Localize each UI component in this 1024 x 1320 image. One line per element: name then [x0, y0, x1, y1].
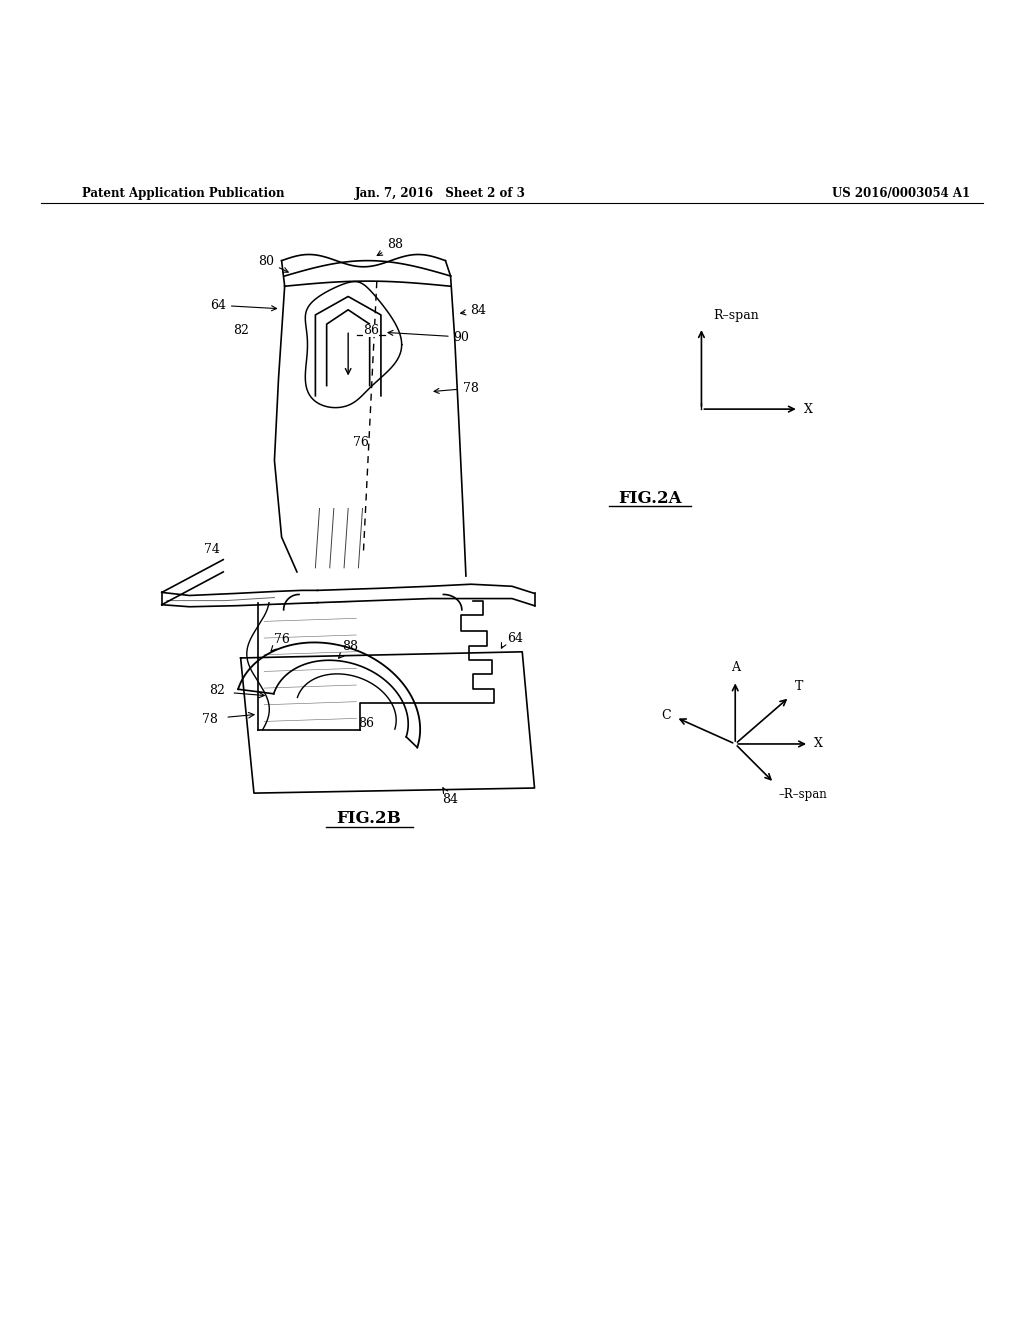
- Text: US 2016/0003054 A1: US 2016/0003054 A1: [833, 186, 970, 199]
- Text: 84: 84: [442, 788, 459, 807]
- Text: 80: 80: [258, 255, 288, 272]
- Text: 84: 84: [461, 304, 486, 317]
- Text: FIG.2B: FIG.2B: [336, 810, 401, 828]
- Text: 86: 86: [358, 717, 375, 730]
- Text: 74: 74: [204, 543, 220, 556]
- Text: 86: 86: [362, 323, 379, 337]
- Text: 76: 76: [352, 437, 369, 449]
- Text: 78: 78: [202, 713, 218, 726]
- Text: A: A: [731, 661, 739, 675]
- Text: 88: 88: [377, 239, 403, 256]
- Text: 82: 82: [232, 323, 249, 337]
- Text: Patent Application Publication: Patent Application Publication: [82, 186, 285, 199]
- Text: R–span: R–span: [714, 309, 760, 322]
- Text: FIG.2A: FIG.2A: [618, 490, 682, 507]
- Text: –R–span: –R–span: [778, 788, 827, 801]
- Text: 76: 76: [271, 632, 291, 651]
- Text: Jan. 7, 2016   Sheet 2 of 3: Jan. 7, 2016 Sheet 2 of 3: [355, 186, 525, 199]
- Text: 64: 64: [502, 631, 523, 648]
- Text: X: X: [804, 403, 813, 416]
- Text: C: C: [662, 709, 671, 722]
- Text: T: T: [795, 680, 803, 693]
- Text: X: X: [814, 738, 823, 751]
- Text: 64: 64: [210, 298, 276, 312]
- Text: 82: 82: [209, 684, 225, 697]
- Text: 90: 90: [388, 330, 470, 343]
- Text: 78: 78: [434, 381, 479, 395]
- Text: 88: 88: [339, 640, 358, 659]
